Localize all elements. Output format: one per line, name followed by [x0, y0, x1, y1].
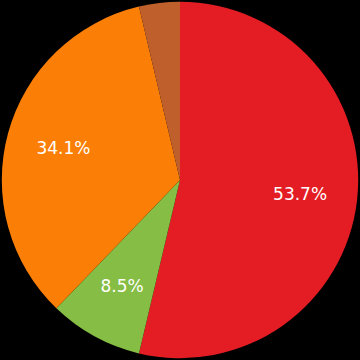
- svg-text:8.5%: 8.5%: [100, 276, 143, 296]
- svg-text:34.1%: 34.1%: [36, 138, 90, 158]
- svg-text:53.7%: 53.7%: [273, 184, 327, 204]
